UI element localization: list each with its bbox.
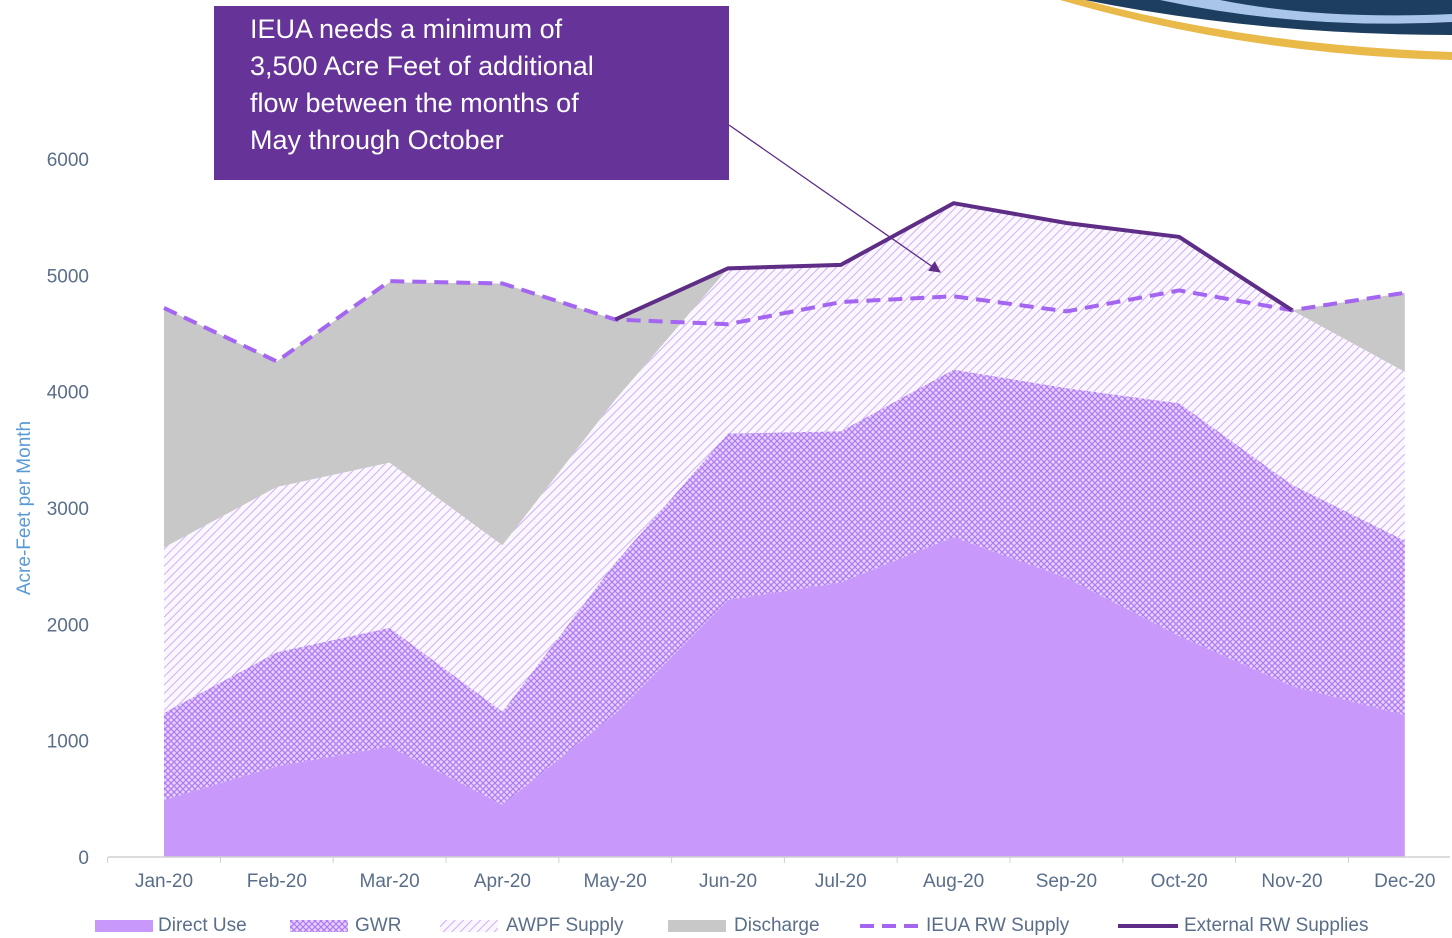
y-axis-label: Acre-Feet per Month: [14, 421, 35, 595]
annotation-line: flow between the months of: [250, 88, 579, 118]
x-tick-label: Oct-20: [1151, 871, 1208, 892]
x-tick-label: Apr-20: [474, 871, 531, 892]
annotation-line: IEUA needs a minimum of: [250, 14, 563, 44]
y-tick-label: 6000: [47, 150, 89, 171]
annotation-line: May through October: [250, 125, 504, 155]
legend-label: AWPF Supply: [506, 915, 624, 936]
legend-label: External RW Supplies: [1184, 915, 1368, 936]
x-tick-label: Jul-20: [815, 871, 867, 892]
x-tick-label: Mar-20: [360, 871, 420, 892]
y-tick-label: 1000: [47, 732, 89, 753]
legend-swatch: [668, 920, 726, 932]
plot-area: [164, 203, 1405, 857]
x-tick-label: Feb-20: [247, 871, 307, 892]
y-tick-label: 5000: [47, 266, 89, 287]
legend-label: Direct Use: [158, 915, 247, 936]
x-tick-label: Jan-20: [135, 871, 193, 892]
annotation-line: 3,500 Acre Feet of additional: [250, 51, 594, 81]
y-tick-label: 2000: [47, 615, 89, 636]
legend-swatch: [95, 920, 153, 932]
x-tick-label: Nov-20: [1261, 871, 1322, 892]
x-tick-label: Jun-20: [699, 871, 757, 892]
legend-label: Discharge: [734, 915, 820, 936]
x-tick-label: Sep-20: [1036, 871, 1097, 892]
y-tick-label: 4000: [47, 383, 89, 404]
y-tick-label: 3000: [47, 499, 89, 520]
logo-swoosh: [1060, 0, 1452, 60]
legend-label: IEUA RW Supply: [926, 915, 1070, 936]
x-tick-label: May-20: [584, 871, 647, 892]
annotation-arrow: [729, 125, 940, 272]
legend-swatch: [290, 920, 348, 932]
x-tick-label: Dec-20: [1374, 871, 1435, 892]
legend-label: GWR: [355, 915, 401, 936]
y-tick-label: 0: [78, 848, 89, 869]
chart: Acre-Feet per Month IEUA needs a minimum…: [0, 0, 1452, 938]
x-tick-label: Aug-20: [923, 871, 984, 892]
legend-swatch: [440, 920, 498, 932]
